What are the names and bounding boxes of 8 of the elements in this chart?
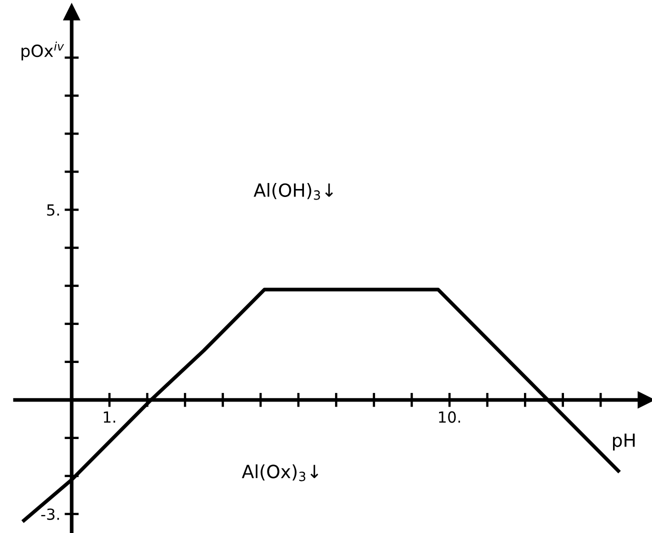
x-axis-title: pH — [613, 434, 635, 451]
y-tick-label: -3. — [41, 508, 59, 520]
x-tick-label: 10. — [439, 411, 460, 423]
y-tick-label: 5. — [47, 204, 59, 216]
y-axis-title: pOx$^{iv}$ — [22, 42, 64, 60]
annotation: Al(Ox)$_{3}$↓ — [242, 464, 318, 482]
x-tick-label: 1. — [104, 411, 116, 423]
annotation: Al(OH)$_{3}$↓ — [254, 183, 333, 200]
